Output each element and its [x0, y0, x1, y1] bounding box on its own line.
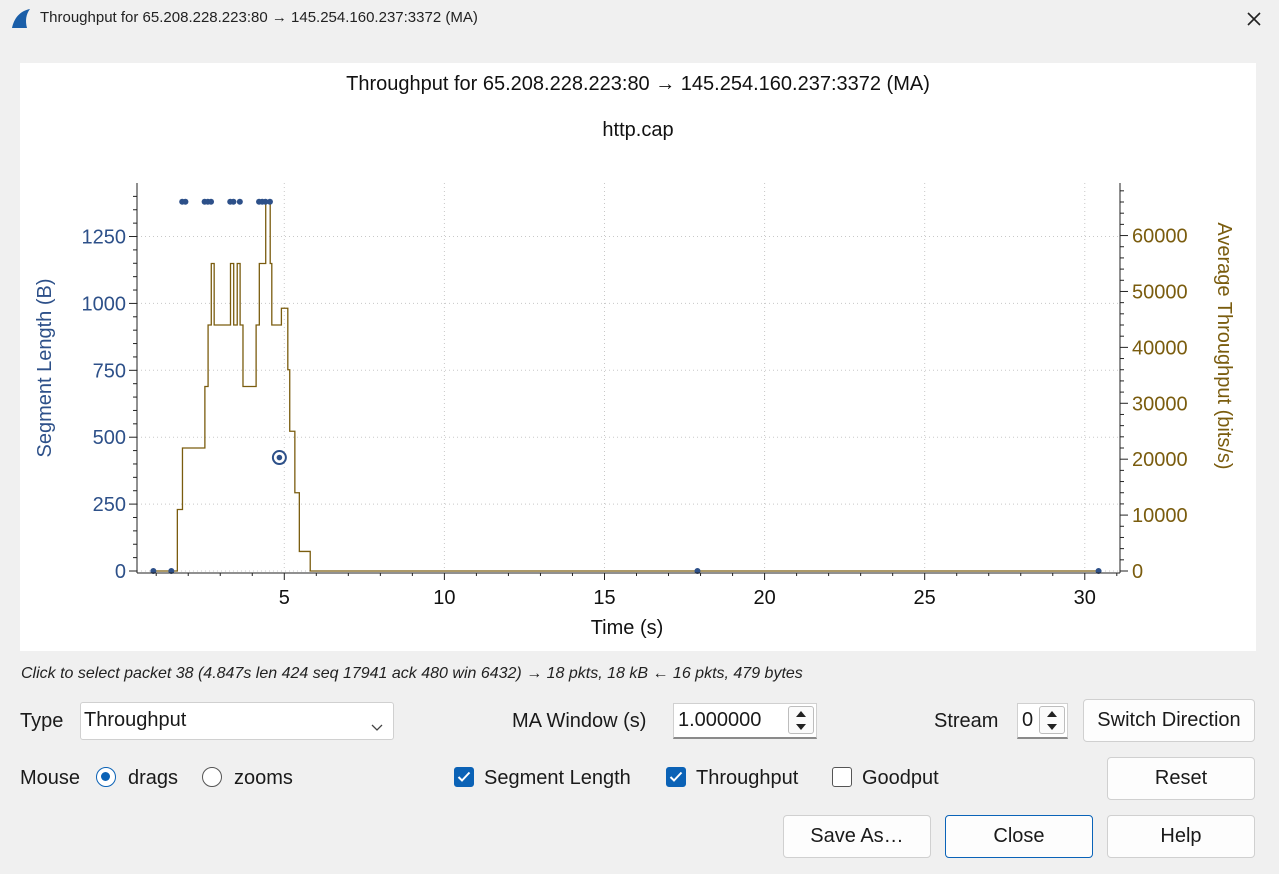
- segment-point: [266, 198, 273, 205]
- y-right-tick-label: 40000: [1132, 337, 1188, 359]
- y-right-tick-label: 60000: [1132, 226, 1188, 248]
- checkmark-icon: [457, 771, 471, 782]
- stream-value: 0: [1022, 709, 1034, 731]
- ma-window-stepper[interactable]: [788, 706, 814, 734]
- y-right-tick-label: 20000: [1132, 449, 1188, 471]
- close-button[interactable]: Close: [945, 815, 1093, 858]
- stream-spinbox[interactable]: 0: [1017, 703, 1068, 739]
- graph-canvas[interactable]: 5 10 15 20 25 30 0 250 500 750 1000 1250 0 10000 20000…: [20, 63, 1256, 651]
- checkmark-icon: [669, 771, 683, 782]
- y-right-tick-label: 30000: [1132, 393, 1188, 415]
- throughput-checkbox[interactable]: [666, 767, 686, 787]
- segment-length-series: [150, 198, 1102, 574]
- stepper-down-icon[interactable]: [1040, 720, 1064, 733]
- segment-point: [262, 198, 269, 205]
- window-title: Throughput for 65.208.228.223:80 → 145.2…: [40, 9, 478, 26]
- y-left-tick-label: 1250: [82, 227, 127, 249]
- wireshark-fin-icon: [10, 8, 32, 35]
- ma-window-label: MA Window (s): [512, 710, 647, 732]
- grid-lines: [137, 183, 1120, 572]
- axes: 5 10 15 20 25 30 0 250 500 750 1000 1250 0 10000 20000…: [82, 183, 1188, 609]
- segment-length-label: Segment Length: [484, 767, 631, 789]
- y-right-tick-label: 50000: [1132, 281, 1188, 303]
- y-left-tick-label: 750: [93, 360, 126, 382]
- throughput-series: [153, 201, 1099, 572]
- x-tick-label: 20: [753, 587, 775, 609]
- segment-point: [208, 198, 215, 205]
- segment-point: [230, 198, 237, 205]
- help-button[interactable]: Help: [1107, 815, 1255, 858]
- mouse-label: Mouse: [20, 767, 81, 789]
- y-left-tick-label: 1000: [82, 293, 127, 315]
- title-bar: Throughput for 65.208.228.223:80 → 145.2…: [0, 0, 1279, 38]
- y-right-tick-label: 10000: [1132, 505, 1188, 527]
- x-tick-label: 10: [433, 587, 455, 609]
- graph-title: Throughput for 65.208.228.223:80 → 145.2…: [346, 73, 930, 95]
- y-axis-right-label: Average Throughput (bits/s): [1213, 222, 1235, 469]
- zooms-label: zooms: [234, 767, 293, 789]
- y-left-tick-label: 500: [93, 427, 126, 449]
- stream-stepper[interactable]: [1039, 706, 1065, 734]
- stepper-up-icon[interactable]: [1040, 707, 1064, 720]
- y-axis-left-label: Segment Length (B): [34, 279, 56, 458]
- graph-subtitle: http.cap: [602, 119, 673, 141]
- save-as-button[interactable]: Save As…: [783, 815, 931, 858]
- x-tick-label: 5: [279, 587, 290, 609]
- x-axis-label: Time (s): [591, 617, 664, 639]
- selected-packet-dot: [276, 454, 283, 461]
- drags-radio[interactable]: [96, 767, 116, 787]
- stream-label: Stream: [934, 710, 999, 732]
- goodput-label: Goodput: [862, 767, 939, 789]
- graph-type-value: Throughput: [84, 709, 187, 731]
- type-label: Type: [20, 710, 64, 732]
- switch-direction-button[interactable]: Switch Direction: [1083, 699, 1255, 742]
- zooms-radio[interactable]: [202, 767, 222, 787]
- reset-button[interactable]: Reset: [1107, 757, 1255, 800]
- x-tick-label: 25: [914, 587, 936, 609]
- throughput-chart[interactable]: 5 10 15 20 25 30 0 250 500 750 1000 1250 0 10000 20000…: [20, 63, 1256, 651]
- goodput-checkbox[interactable]: [832, 767, 852, 787]
- status-hint: Click to select packet 38 (4.847s len 42…: [21, 665, 803, 682]
- x-tick-label: 15: [593, 587, 615, 609]
- ma-window-value: 1.000000: [678, 709, 762, 731]
- throughput-label: Throughput: [696, 767, 799, 789]
- y-left-tick-label: 0: [115, 561, 126, 583]
- drags-label: drags: [128, 767, 179, 789]
- stepper-up-icon[interactable]: [789, 707, 813, 720]
- chevron-down-icon: [371, 715, 383, 738]
- segment-point: [182, 198, 189, 205]
- y-left-tick-label: 250: [93, 494, 126, 516]
- y-right-tick-label: 0: [1132, 561, 1143, 583]
- stepper-down-icon[interactable]: [789, 720, 813, 733]
- segment-length-checkbox[interactable]: [454, 767, 474, 787]
- close-window-icon[interactable]: [1239, 4, 1269, 34]
- segment-point: [236, 198, 243, 205]
- ma-window-spinbox[interactable]: 1.000000: [673, 703, 817, 739]
- x-tick-label: 30: [1074, 587, 1096, 609]
- graph-type-select[interactable]: Throughput: [80, 702, 394, 740]
- throughput-line: [153, 201, 1099, 572]
